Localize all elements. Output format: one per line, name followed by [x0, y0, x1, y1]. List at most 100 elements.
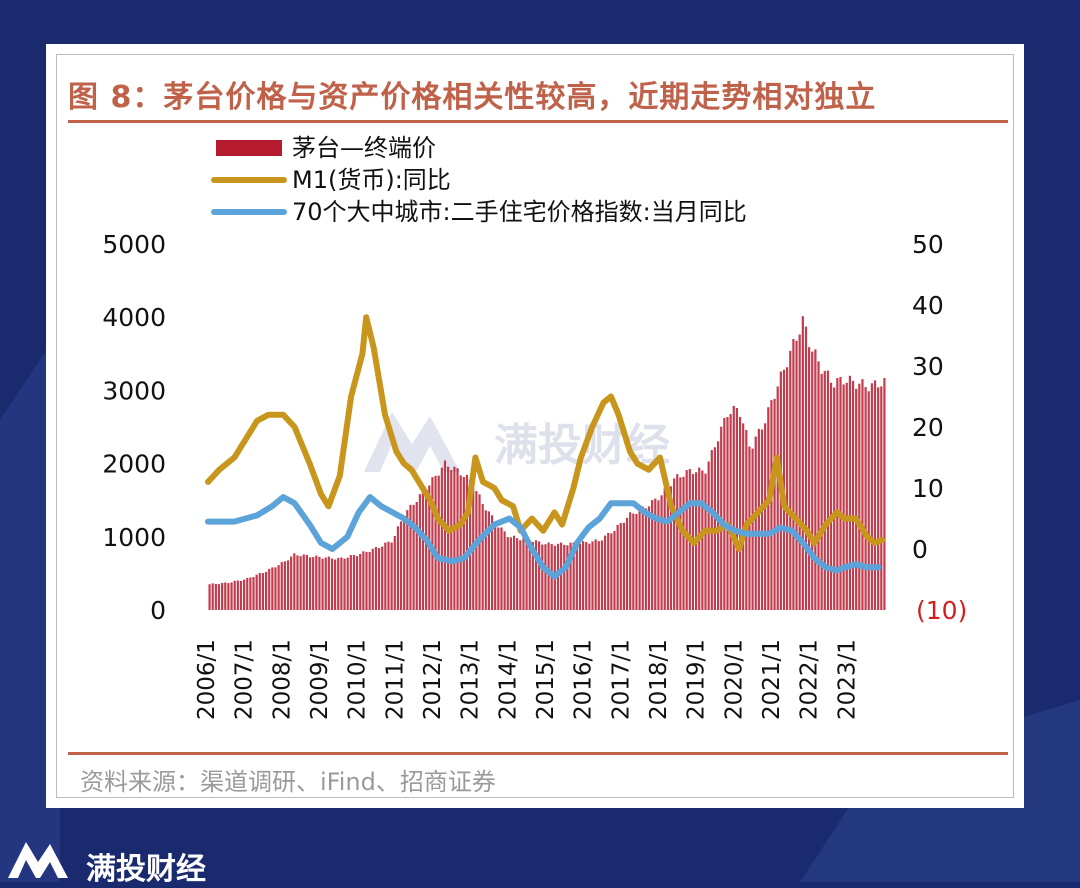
bar	[575, 544, 578, 610]
bar	[757, 428, 760, 610]
y-right-tick-label: 40	[912, 291, 944, 320]
bar	[729, 414, 732, 610]
chart-card-border	[56, 54, 1014, 798]
bar	[801, 316, 804, 610]
y-right-tick-label: 20	[912, 413, 944, 442]
bar	[409, 504, 412, 610]
bar	[500, 527, 503, 610]
bar	[440, 467, 443, 610]
source-note: 资料来源：渠道调研、iFind、招商证券	[80, 768, 496, 796]
bar	[676, 474, 679, 610]
bar	[516, 538, 519, 610]
bar	[255, 574, 258, 610]
bar	[324, 557, 327, 610]
bar	[632, 513, 635, 610]
bar	[870, 383, 873, 610]
bar	[494, 523, 497, 610]
chart-title: 图 8：茅台价格与资产价格相关性较高，近期走势相对独立	[68, 80, 877, 115]
bar	[246, 577, 249, 610]
bar	[249, 577, 252, 610]
bar	[716, 441, 720, 610]
legend-swatch-bar	[216, 140, 282, 156]
bar	[274, 567, 277, 610]
footer-rule	[68, 752, 1008, 755]
bar	[475, 491, 478, 610]
bar	[425, 491, 428, 610]
bar	[252, 577, 255, 610]
bar	[296, 555, 299, 610]
bar	[792, 338, 795, 610]
bar	[224, 582, 227, 610]
bar	[544, 544, 547, 610]
bar	[393, 535, 396, 610]
bar	[258, 572, 261, 610]
bar	[264, 571, 268, 610]
bar	[418, 494, 421, 610]
legend: 茅台—终端价 M1(货币):同比 70个大中城市:二手住宅价格指数:当月同比	[211, 134, 747, 226]
x-tick-label: 2009/1	[307, 639, 333, 720]
bar	[829, 382, 833, 610]
legend-label: 茅台—终端价	[292, 134, 436, 162]
bar	[786, 367, 789, 610]
bar	[883, 378, 886, 610]
bar	[641, 506, 644, 610]
bar	[679, 477, 682, 610]
bar	[434, 475, 437, 610]
y-right-tick-label: 50	[912, 230, 944, 259]
bar	[268, 568, 271, 610]
bar	[208, 584, 211, 610]
bar	[726, 417, 729, 610]
bar	[851, 380, 855, 610]
bar	[817, 361, 820, 610]
bar	[531, 542, 534, 610]
bar	[509, 537, 512, 610]
bar	[497, 527, 500, 610]
bar	[243, 579, 246, 610]
bar	[613, 530, 616, 610]
bar	[826, 370, 830, 610]
y-left-tick-label: 3000	[102, 376, 166, 405]
bar	[390, 542, 393, 610]
bar	[685, 470, 688, 610]
bar	[795, 340, 798, 610]
bar	[261, 573, 265, 610]
bar	[873, 380, 877, 610]
bar	[798, 334, 801, 610]
bar	[484, 510, 487, 610]
bar	[600, 540, 604, 610]
bar	[214, 583, 217, 610]
bar	[748, 446, 751, 610]
mountain-m-logo-icon	[8, 842, 68, 878]
bar	[290, 556, 293, 610]
y-axis-right: (10) 0 10 20 30 40 50	[912, 230, 967, 625]
bar	[707, 461, 710, 610]
bar	[503, 531, 506, 610]
bar	[823, 370, 826, 610]
y-right-tick-label: 10	[912, 474, 944, 503]
bar	[638, 509, 641, 610]
bar	[450, 470, 453, 610]
y-left-tick-label: 2000	[102, 450, 166, 479]
bar	[541, 544, 544, 610]
bar	[280, 562, 283, 610]
bar	[340, 557, 343, 610]
bar	[412, 504, 415, 610]
bar	[459, 475, 462, 610]
bar	[374, 547, 378, 610]
bar	[528, 541, 531, 610]
x-tick-label: 2012/1	[420, 639, 446, 720]
bar	[356, 556, 359, 610]
bar	[396, 526, 399, 610]
bar	[616, 524, 619, 610]
bar	[481, 503, 484, 610]
line-m1-yoy	[205, 314, 886, 552]
y-right-tick-label: (10)	[916, 596, 967, 625]
bar	[321, 558, 324, 610]
bar	[644, 508, 647, 610]
x-tick-label: 2019/1	[684, 639, 710, 720]
bar	[594, 539, 597, 610]
bar	[569, 542, 572, 610]
bar	[764, 423, 767, 610]
x-tick-label: 2017/1	[608, 639, 634, 720]
bar	[415, 501, 418, 610]
